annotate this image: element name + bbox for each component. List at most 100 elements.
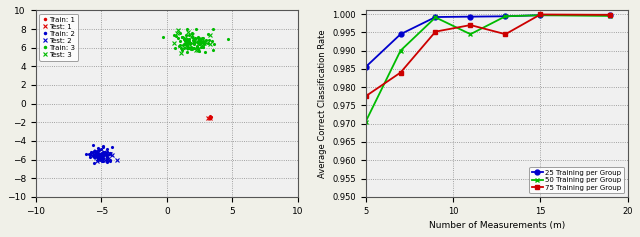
Train: 2: (-5.1, -5.82): 2: (-5.1, -5.82) <box>96 156 104 159</box>
25 Training per Group <box>362 66 369 68</box>
Train: 1: (3.18, -1.53): 1: (3.18, -1.53) <box>205 116 212 119</box>
Test: 3: (0.884, 7.94): 3: (0.884, 7.94) <box>175 28 182 31</box>
50 Training per Group <box>431 16 439 19</box>
Test: 3: (2.11, 6.94): 3: (2.11, 6.94) <box>191 38 198 41</box>
50 Training per Group <box>397 49 404 52</box>
Test: 2: (-5.4, -5.7): 2: (-5.4, -5.7) <box>92 155 100 158</box>
Line: 50 Training per Group: 50 Training per Group <box>363 13 612 124</box>
Train: 3: (2.48, 6.41): 3: (2.48, 6.41) <box>195 42 203 45</box>
Legend: 25 Training per Group, 50 Training per Group, 75 Training per Group: 25 Training per Group, 50 Training per G… <box>529 167 625 193</box>
Train: 3: (1.65, 6.08): 3: (1.65, 6.08) <box>185 46 193 48</box>
Train: 2: (-5.55, -6.36): 2: (-5.55, -6.36) <box>90 161 98 164</box>
Test: 2: (-4.72, -5.34): 2: (-4.72, -5.34) <box>101 152 109 155</box>
Test: 3: (1.37, 7): 3: (1.37, 7) <box>181 37 189 40</box>
25 Training per Group <box>467 15 474 18</box>
Test: 2: (-5.03, -5.4): 2: (-5.03, -5.4) <box>97 153 104 155</box>
Train: 2: (-4.59, -5.15): 2: (-4.59, -5.15) <box>103 150 111 153</box>
Test: 3: (0.513, 6.5): 3: (0.513, 6.5) <box>170 42 177 45</box>
Test: 3: (3.31, 6.4): 3: (3.31, 6.4) <box>206 43 214 46</box>
Train: 3: (2.76, 6.09): 3: (2.76, 6.09) <box>199 46 207 48</box>
25 Training per Group <box>502 15 509 18</box>
Line: Test: 1: Test: 1 <box>206 117 212 120</box>
75 Training per Group <box>431 30 439 33</box>
Test: 2: (-4.15, -5.53): 2: (-4.15, -5.53) <box>109 154 116 157</box>
Test: 2: (-4.35, -5.43): 2: (-4.35, -5.43) <box>106 153 114 156</box>
Test: 3: (3.28, 7.39): 3: (3.28, 7.39) <box>206 33 214 36</box>
Train: 2: (-5.6, -4.39): 2: (-5.6, -4.39) <box>90 143 97 146</box>
Test: 2: (-4.63, -5.29): 2: (-4.63, -5.29) <box>102 151 110 154</box>
Train: 1: (3.38, -1.41): 1: (3.38, -1.41) <box>207 115 215 118</box>
Test: 2: (-5.37, -5.11): 2: (-5.37, -5.11) <box>93 150 100 153</box>
Test: 2: (-5.34, -6.18): 2: (-5.34, -6.18) <box>93 160 100 163</box>
Line: 75 Training per Group: 75 Training per Group <box>364 12 612 98</box>
Test: 2: (-5.11, -5.88): 2: (-5.11, -5.88) <box>96 157 104 160</box>
Test: 1: (3.13, -1.57): 1: (3.13, -1.57) <box>204 117 212 120</box>
Test: 3: (2.34, 5.71): 3: (2.34, 5.71) <box>194 49 202 52</box>
Test: 2: (-5.37, -5.28): 2: (-5.37, -5.28) <box>93 151 100 154</box>
Train: 2: (-5.41, -5.65): 2: (-5.41, -5.65) <box>92 155 100 158</box>
Legend: Train: 1, Test: 1, Train: 2, Test: 2, Train: 3, Test: 3: Train: 1, Test: 1, Train: 2, Test: 2, Tr… <box>39 14 78 61</box>
Train: 1: (3.26, -1.53): 1: (3.26, -1.53) <box>205 116 213 119</box>
75 Training per Group <box>397 71 404 74</box>
Test: 3: (1.47, 6.18): 3: (1.47, 6.18) <box>182 45 190 47</box>
Test: 2: (-4.57, -5.6): 2: (-4.57, -5.6) <box>103 154 111 157</box>
Test: 2: (-4.81, -5.18): 2: (-4.81, -5.18) <box>100 150 108 153</box>
Test: 2: (-4.48, -5.98): 2: (-4.48, -5.98) <box>104 158 112 161</box>
Test: 3: (1.67, 5.98): 3: (1.67, 5.98) <box>185 46 193 49</box>
25 Training per Group <box>397 33 404 36</box>
75 Training per Group <box>362 95 369 98</box>
Test: 3: (0.801, 7.59): 3: (0.801, 7.59) <box>173 32 181 34</box>
75 Training per Group <box>467 24 474 27</box>
Train: 2: (-4.3, -5.27): 2: (-4.3, -5.27) <box>107 151 115 154</box>
75 Training per Group <box>536 13 544 16</box>
Test: 3: (2.83, 6.73): 3: (2.83, 6.73) <box>200 40 207 42</box>
Line: Train: 2: Train: 2 <box>84 143 114 165</box>
Train: 3: (1.73, 5.96): 3: (1.73, 5.96) <box>186 47 193 50</box>
Test: 2: (-5.12, -5.47): 2: (-5.12, -5.47) <box>96 153 104 156</box>
Train: 2: (-5.02, -6.09): 2: (-5.02, -6.09) <box>97 159 105 162</box>
Line: Test: 2: Test: 2 <box>94 150 119 163</box>
Test: 2: (-4.63, -5.33): 2: (-4.63, -5.33) <box>102 152 110 155</box>
Test: 2: (-4.88, -5.42): 2: (-4.88, -5.42) <box>99 153 107 155</box>
Y-axis label: Average Correct Classification Rate: Average Correct Classification Rate <box>317 29 326 178</box>
Test: 1: (3.28, -1.57): 1: (3.28, -1.57) <box>206 117 214 120</box>
25 Training per Group <box>607 14 614 16</box>
Train: 3: (1.58, 6.51): 3: (1.58, 6.51) <box>184 41 191 44</box>
Test: 3: (2.67, 6.58): 3: (2.67, 6.58) <box>198 41 205 44</box>
Test: 2: (-5.39, -5.25): 2: (-5.39, -5.25) <box>92 151 100 154</box>
Test: 3: (2.95, 6.58): 3: (2.95, 6.58) <box>202 41 209 44</box>
Train: 2: (-4.63, -5.39): 2: (-4.63, -5.39) <box>102 152 110 155</box>
50 Training per Group <box>467 33 474 36</box>
Test: 2: (-3.78, -6.01): 2: (-3.78, -6.01) <box>113 158 121 161</box>
50 Training per Group <box>502 15 509 18</box>
Test: 2: (-4.99, -5.9): 2: (-4.99, -5.9) <box>97 157 105 160</box>
25 Training per Group <box>431 16 439 18</box>
Train: 3: (1.78, 6.49): 3: (1.78, 6.49) <box>186 42 194 45</box>
Test: 3: (1.08, 5.43): 3: (1.08, 5.43) <box>177 52 185 55</box>
Test: 3: (2.24, 5.75): 3: (2.24, 5.75) <box>192 49 200 51</box>
50 Training per Group <box>536 14 544 17</box>
Test: 2: (-4.85, -6.06): 2: (-4.85, -6.06) <box>99 159 107 161</box>
Test: 3: (1.58, 7.73): 3: (1.58, 7.73) <box>184 30 191 33</box>
50 Training per Group <box>607 14 614 17</box>
Train: 3: (1.13, 5.8): 3: (1.13, 5.8) <box>178 48 186 51</box>
Train: 2: (-4.84, -5.15): 2: (-4.84, -5.15) <box>99 150 107 153</box>
Train: 3: (2.2, 8.03): 3: (2.2, 8.03) <box>192 27 200 30</box>
50 Training per Group <box>362 120 369 123</box>
75 Training per Group <box>502 33 509 36</box>
Test: 3: (1.6, 6.86): 3: (1.6, 6.86) <box>184 38 191 41</box>
Train: 2: (-4.89, -5.35): 2: (-4.89, -5.35) <box>99 152 106 155</box>
Line: Train: 3: Train: 3 <box>161 27 230 54</box>
Train: 3: (1.56, 5.93): 3: (1.56, 5.93) <box>184 47 191 50</box>
Test: 3: (1.63, 6.53): 3: (1.63, 6.53) <box>184 41 192 44</box>
25 Training per Group <box>536 14 544 17</box>
Line: Test: 3: Test: 3 <box>172 28 212 55</box>
Line: Train: 1: Train: 1 <box>207 114 213 120</box>
Train: 1: (3.28, -1.31): 1: (3.28, -1.31) <box>206 114 214 117</box>
Test: 3: (2.87, 6.55): 3: (2.87, 6.55) <box>200 41 208 44</box>
Test: 3: (1.92, 7.33): 3: (1.92, 7.33) <box>188 34 196 37</box>
Line: 25 Training per Group: 25 Training per Group <box>363 12 612 69</box>
75 Training per Group <box>607 14 614 16</box>
Train: 3: (2.89, 5.49): 3: (2.89, 5.49) <box>201 51 209 54</box>
X-axis label: Number of Measurements (m): Number of Measurements (m) <box>429 221 565 230</box>
